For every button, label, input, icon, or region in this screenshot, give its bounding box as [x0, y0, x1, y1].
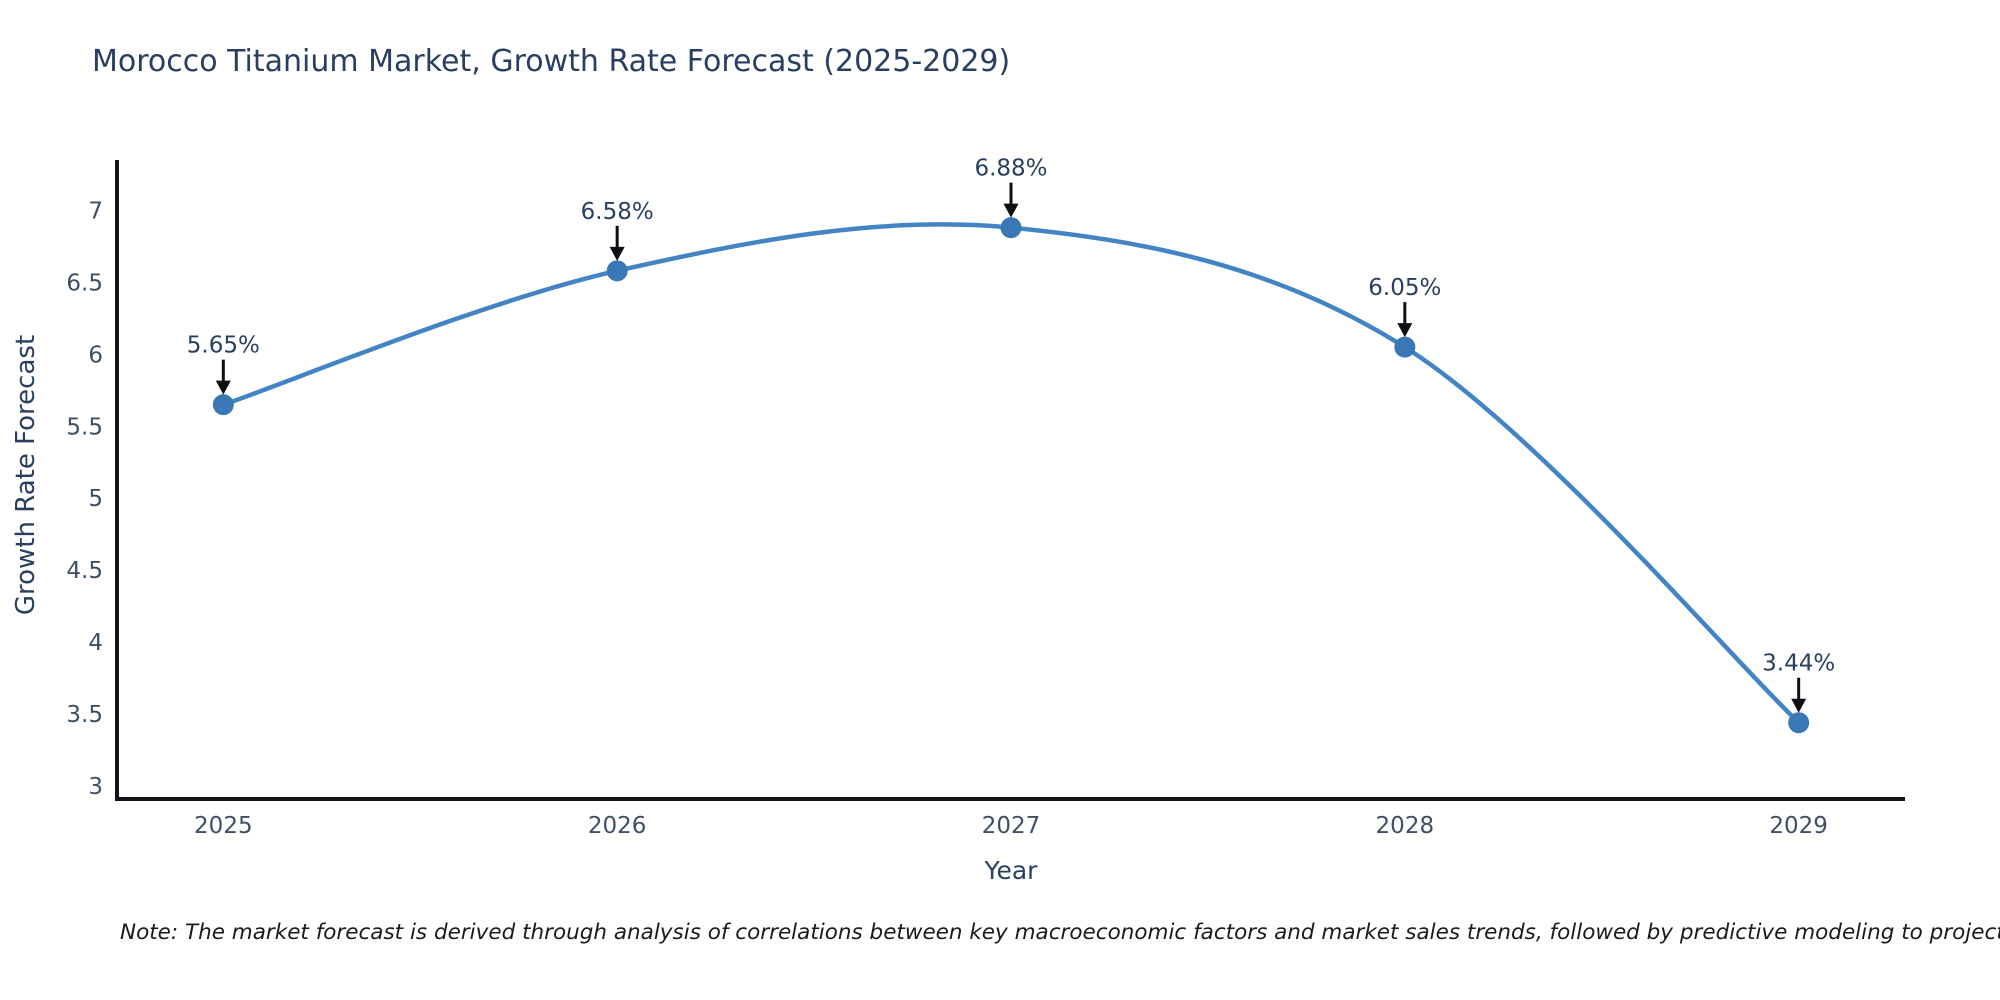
y-tick-label: 5.5 — [66, 414, 103, 440]
point-value-label: 5.65% — [187, 333, 260, 359]
x-tick-label: 2028 — [1376, 813, 1435, 839]
annotation-arrowhead — [1003, 203, 1019, 218]
annotation-arrowhead — [609, 246, 625, 261]
x-tick-label: 2027 — [982, 813, 1041, 839]
point-value-label: 3.44% — [1762, 651, 1835, 677]
y-tick-label: 5 — [88, 486, 103, 512]
data-point-2029[interactable] — [1788, 712, 1810, 734]
footnote: Note: The market forecast is derived thr… — [120, 920, 2000, 945]
data-point-2028[interactable] — [1394, 336, 1416, 358]
x-tick-label: 2025 — [194, 813, 253, 839]
x-tick-label: 2029 — [1769, 813, 1828, 839]
data-point-2026[interactable] — [606, 260, 628, 282]
annotation-arrowhead — [1791, 698, 1807, 713]
annotation-arrowhead — [215, 380, 231, 395]
point-value-label: 6.05% — [1368, 275, 1441, 301]
y-tick-label: 6 — [88, 342, 103, 368]
data-point-2025[interactable] — [212, 394, 234, 416]
point-value-label: 6.88% — [974, 156, 1047, 182]
x-axis-title: Year — [984, 856, 1038, 885]
y-tick-label: 3 — [88, 774, 103, 800]
trend-line — [221, 222, 1801, 725]
y-tick-label: 3.5 — [66, 702, 103, 728]
y-tick-label: 7 — [88, 198, 103, 224]
x-tick-label: 2026 — [588, 813, 647, 839]
point-value-label: 6.58% — [581, 199, 654, 225]
chart-title: Morocco Titanium Market, Growth Rate For… — [92, 44, 1011, 79]
data-point-2027[interactable] — [1000, 217, 1022, 239]
y-tick-label: 4.5 — [66, 558, 103, 584]
y-tick-label: 4 — [88, 630, 103, 656]
y-tick-label: 6.5 — [66, 270, 103, 296]
annotation-arrowhead — [1397, 323, 1413, 338]
